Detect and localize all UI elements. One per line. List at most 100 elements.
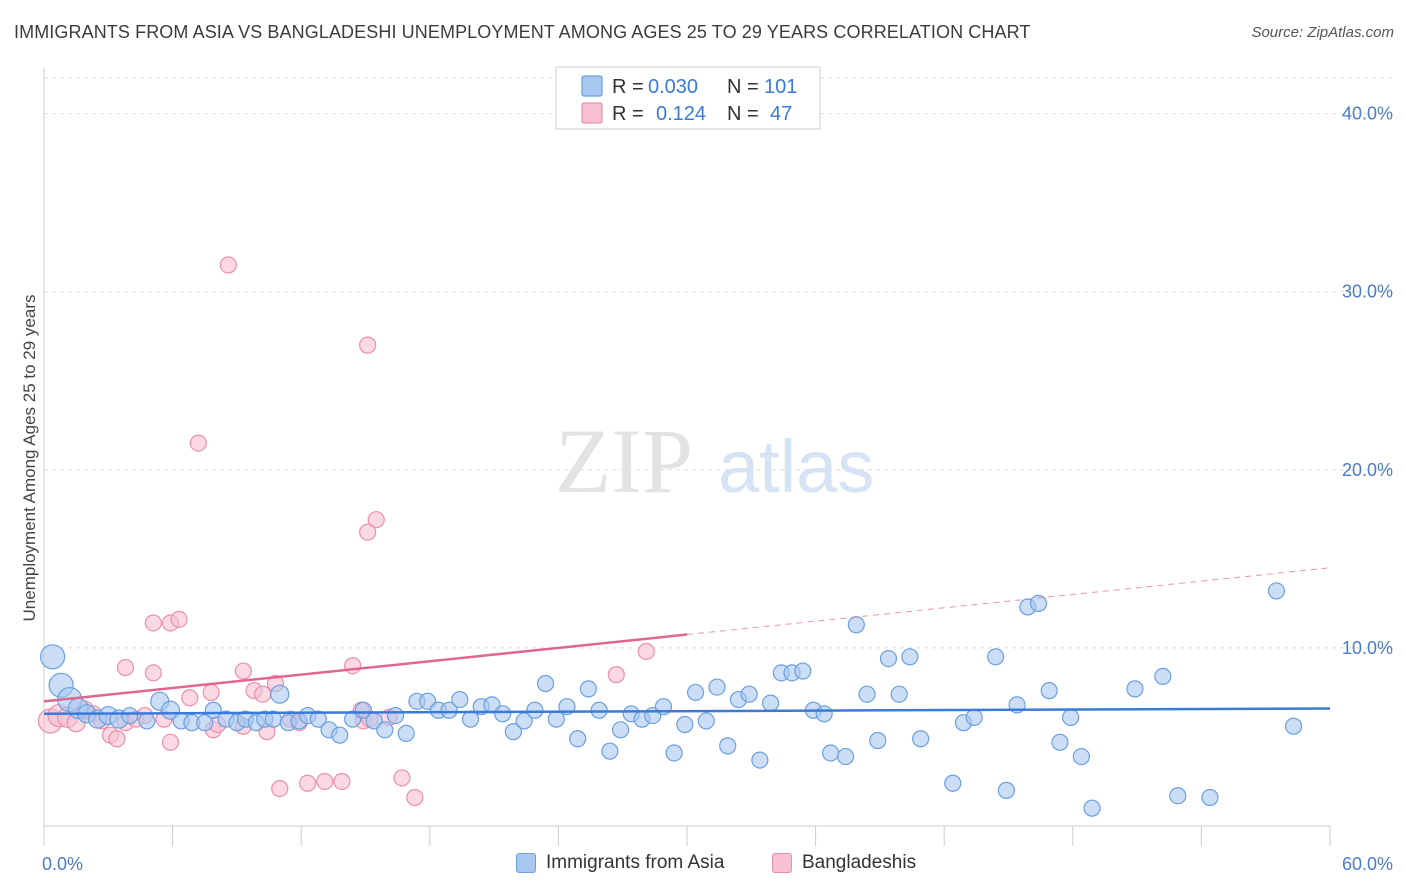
point-asia-50: [570, 731, 586, 747]
point-asia-53: [602, 743, 618, 759]
point-bangladeshis-48: [638, 643, 654, 659]
scatter-chart: ZIP atlas 10.0%20.0%30.0%40.0%0.0% 60.0% …: [0, 0, 1406, 892]
trend-line-bangladeshis-extrapolated: [687, 568, 1330, 635]
point-asia-93: [1063, 709, 1079, 725]
point-asia-95: [1084, 800, 1100, 816]
point-asia-80: [891, 686, 907, 702]
point-bangladeshis-13: [145, 615, 161, 631]
bottom-legend-item-bangladeshis: Bangladeshis: [772, 852, 916, 874]
legend-swatch-pink: [582, 103, 602, 123]
point-bangladeshis-47: [608, 667, 624, 683]
point-asia-77: [859, 686, 875, 702]
watermark: ZIP atlas: [555, 410, 874, 512]
point-asia-74: [823, 745, 839, 761]
bottom-legend-swatch-pink: [772, 853, 792, 873]
point-asia-86: [988, 649, 1004, 665]
bottom-legend: Immigrants from Asia Bangladeshis: [0, 852, 1406, 878]
point-bangladeshis-25: [235, 663, 251, 679]
point-asia-47: [538, 676, 554, 692]
point-bangladeshis-18: [171, 611, 187, 627]
legend-n-value-1: 101: [764, 76, 797, 98]
point-asia-97: [1155, 668, 1171, 684]
point-bangladeshis-35: [317, 773, 333, 789]
point-asia-60: [677, 716, 693, 732]
point-bangladeshis-28: [255, 686, 271, 702]
point-asia-101: [1286, 718, 1302, 734]
point-bangladeshis-42: [360, 337, 376, 353]
point-bangladeshis-14: [145, 665, 161, 681]
point-asia-67: [752, 752, 768, 768]
point-asia-54: [613, 722, 629, 738]
point-asia-73: [816, 706, 832, 722]
point-asia-100: [1268, 583, 1284, 599]
legend-swatch-blue: [582, 76, 602, 96]
legend-r-label-1: R =: [612, 76, 644, 98]
top-legend: R = 0.030 N = 101 R = 0.124 N = 47: [556, 67, 820, 129]
bottom-legend-item-asia: Immigrants from Asia: [516, 852, 724, 874]
point-asia-0: [41, 645, 65, 669]
point-bangladeshis-43: [360, 524, 376, 540]
watermark-atlas: atlas: [718, 425, 874, 508]
point-bangladeshis-8: [109, 731, 125, 747]
point-bangladeshis-19: [182, 690, 198, 706]
point-asia-68: [763, 695, 779, 711]
point-asia-87: [998, 782, 1014, 798]
point-asia-76: [848, 617, 864, 633]
y-tick-label-10: 10.0%: [1342, 638, 1393, 658]
point-bangladeshis-20: [190, 435, 206, 451]
point-asia-8: [122, 708, 138, 724]
point-asia-34: [398, 725, 414, 741]
point-asia-71: [795, 663, 811, 679]
point-asia-82: [913, 731, 929, 747]
point-asia-64: [720, 738, 736, 754]
point-bangladeshis-46: [407, 790, 423, 806]
point-bangladeshis-10: [117, 659, 133, 675]
y-tick-label-40: 40.0%: [1342, 104, 1393, 124]
point-asia-63: [709, 679, 725, 695]
legend-n-label-1: N =: [727, 76, 759, 98]
point-asia-59: [666, 745, 682, 761]
bottom-legend-label-asia: Immigrants from Asia: [546, 852, 724, 874]
point-asia-83: [945, 775, 961, 791]
trend-line-asia: [44, 708, 1330, 713]
point-asia-96: [1127, 681, 1143, 697]
legend-n-value-2: 47: [770, 103, 792, 125]
point-asia-33: [388, 708, 404, 724]
point-bangladeshis-45: [394, 770, 410, 786]
point-asia-39: [452, 692, 468, 708]
legend-r-value-1: 0.030: [648, 76, 698, 98]
point-asia-78: [870, 733, 886, 749]
point-asia-22: [271, 685, 289, 703]
legend-r-value-2: 0.124: [656, 103, 706, 125]
bottom-legend-label-bangladeshis: Bangladeshis: [802, 852, 916, 874]
point-asia-99: [1202, 790, 1218, 806]
watermark-zip: ZIP: [555, 410, 693, 512]
series-immigrants-from-asia-points: [41, 583, 1302, 816]
point-asia-75: [838, 749, 854, 765]
point-bangladeshis-37: [345, 658, 361, 674]
point-bangladeshis-24: [220, 257, 236, 273]
point-bangladeshis-36: [334, 773, 350, 789]
bottom-legend-swatch-blue: [516, 853, 536, 873]
point-asia-32: [377, 722, 393, 738]
point-asia-9: [139, 713, 155, 729]
point-bangladeshis-17: [162, 734, 178, 750]
point-asia-43: [495, 706, 511, 722]
point-bangladeshis-31: [272, 781, 288, 797]
point-asia-79: [880, 651, 896, 667]
point-bangladeshis-21: [203, 684, 219, 700]
y-axis-label: Unemployment Among Ages 25 to 29 years: [20, 295, 39, 622]
point-asia-91: [1041, 683, 1057, 699]
point-asia-66: [741, 686, 757, 702]
point-asia-28: [332, 727, 348, 743]
legend-r-label-2: R =: [612, 103, 644, 125]
grid-lines: [44, 78, 1394, 648]
y-tick-label-20: 20.0%: [1342, 460, 1393, 480]
point-asia-46: [527, 702, 543, 718]
point-asia-62: [698, 713, 714, 729]
legend-n-label-2: N =: [727, 103, 759, 125]
y-tick-label-30: 30.0%: [1342, 282, 1393, 302]
point-asia-92: [1052, 734, 1068, 750]
point-asia-85: [966, 709, 982, 725]
point-asia-98: [1170, 788, 1186, 804]
